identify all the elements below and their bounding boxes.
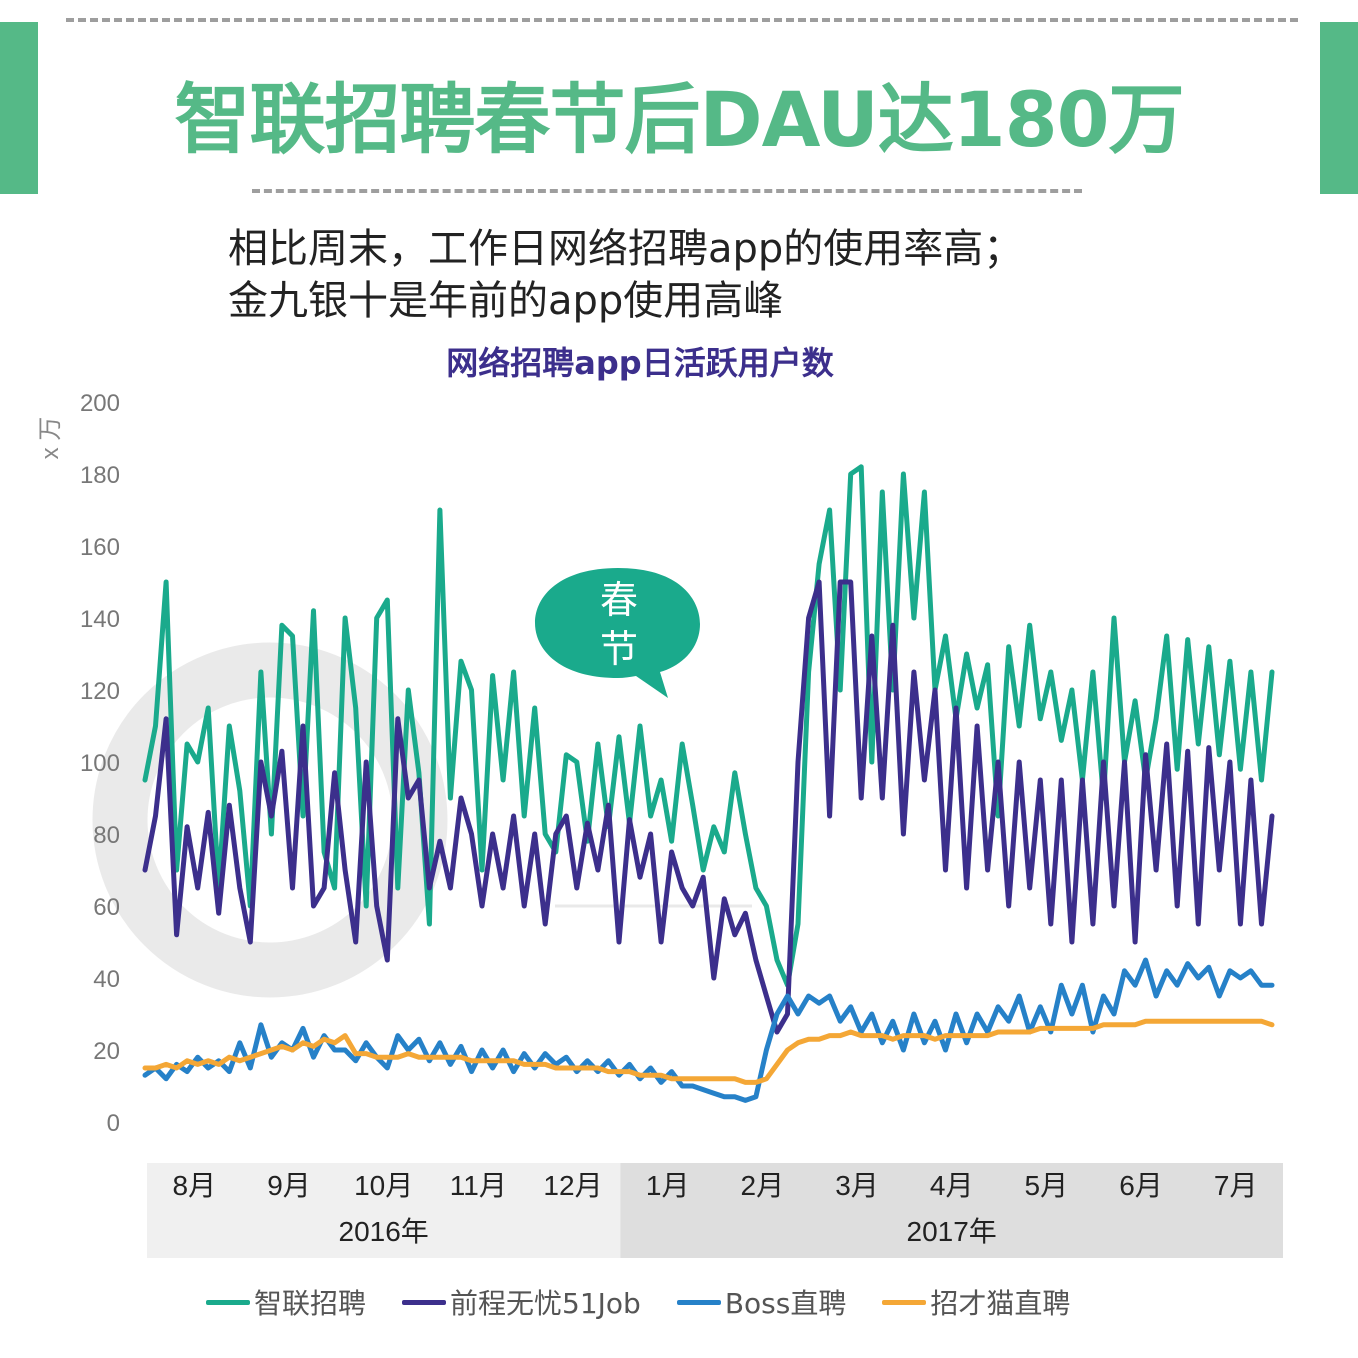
title-dashed-divider xyxy=(252,189,1082,193)
subtitle-line-2: 金九银十是年前的app使用高峰 xyxy=(228,278,784,324)
legend-swatch xyxy=(676,1299,721,1305)
month-tick-label: 7月 xyxy=(1214,1170,1258,1201)
series-line-招才猫直聘 xyxy=(142,1018,1275,1085)
chart-title: 网络招聘app日活跃用户数 xyxy=(446,344,834,382)
series-line-Boss直聘 xyxy=(142,957,1275,1103)
legend-item: 前程无忧51Job xyxy=(402,1282,641,1322)
x-axis: 2016年 2017年 8月 9月 10月 11月 12月 1月 2月 3月 4月 5月 6月 7月 xyxy=(147,1163,1283,1258)
top-dashed-divider xyxy=(66,18,1298,22)
callout-text-chun: 春 xyxy=(600,580,638,622)
series-line-智联招聘 xyxy=(142,464,1275,988)
legend-swatch xyxy=(206,1299,250,1305)
month-tick-label: 10月 xyxy=(354,1170,413,1201)
y-tick-label: 40 xyxy=(93,966,120,993)
subtitle-line-1: 相比周末，工作日网络招聘app的使用率高； xyxy=(228,226,1024,272)
legend-label: Boss直聘 xyxy=(724,1287,847,1320)
month-tick-label: 5月 xyxy=(1025,1170,1069,1201)
month-tick-label: 4月 xyxy=(930,1170,974,1201)
y-tick-label: 140 xyxy=(80,606,120,633)
page-title: 智联招聘春节后DAU达180万 xyxy=(174,75,1185,164)
month-tick-label: 6月 xyxy=(1119,1170,1163,1201)
spring-festival-callout: 春 节 xyxy=(535,568,700,698)
y-tick-label: 200 xyxy=(80,390,120,417)
month-tick-label: 8月 xyxy=(173,1170,217,1201)
legend-swatch xyxy=(882,1299,927,1305)
y-axis-label: x 万 xyxy=(37,417,64,460)
legend-item: 招才猫直聘 xyxy=(882,1282,1070,1322)
month-tick-label: 9月 xyxy=(267,1170,311,1201)
month-tick-label: 11月 xyxy=(450,1170,507,1201)
legend-label: 前程无忧51Job xyxy=(450,1287,641,1320)
left-accent-bar xyxy=(0,22,38,194)
chart-legend: 智联招聘 前程无忧51Job Boss直聘 招才猫直聘 xyxy=(206,1282,1070,1322)
month-tick-label: 3月 xyxy=(835,1170,879,1201)
right-accent-bar xyxy=(1320,22,1358,194)
y-tick-label: 180 xyxy=(80,462,120,489)
y-tick-label: 60 xyxy=(93,894,120,921)
month-tick-label: 2月 xyxy=(741,1170,785,1201)
y-tick-label: 0 xyxy=(107,1110,120,1137)
legend-label: 招才猫直聘 xyxy=(930,1287,1071,1320)
legend-item: Boss直聘 xyxy=(676,1282,847,1322)
month-tick-label: 12月 xyxy=(543,1170,602,1201)
year-label: 2016年 xyxy=(339,1216,429,1247)
y-axis: 0 20 40 60 80 100 120 140 160 180 200 xyxy=(80,390,120,1137)
year-band xyxy=(147,1163,621,1258)
y-tick-label: 120 xyxy=(80,678,120,705)
year-band xyxy=(620,1163,1283,1258)
y-tick-label: 160 xyxy=(80,534,120,561)
y-tick-label: 100 xyxy=(80,750,120,777)
callout-bubble xyxy=(535,568,700,698)
year-label: 2017年 xyxy=(907,1216,997,1247)
legend-swatch xyxy=(402,1299,447,1305)
legend-label: 智联招聘 xyxy=(254,1287,367,1320)
callout-text-jie: 节 xyxy=(600,629,638,671)
month-tick-label: 1月 xyxy=(646,1170,690,1201)
series-line-前程无忧51Job xyxy=(142,579,1275,1035)
y-tick-label: 80 xyxy=(93,822,120,849)
legend-item: 智联招聘 xyxy=(206,1282,366,1322)
series-lines xyxy=(142,464,1275,1103)
y-tick-label: 20 xyxy=(93,1038,120,1065)
